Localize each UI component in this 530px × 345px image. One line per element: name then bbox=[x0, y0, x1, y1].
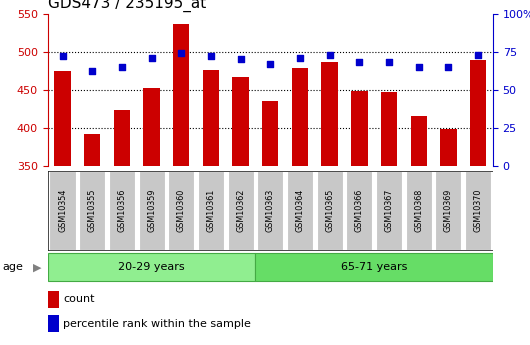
Bar bbox=[376, 171, 402, 250]
Text: GSM10367: GSM10367 bbox=[385, 189, 393, 232]
Bar bbox=[316, 171, 343, 250]
Bar bbox=[405, 171, 432, 250]
Bar bbox=[351, 91, 367, 166]
Bar bbox=[109, 171, 135, 250]
Bar bbox=[173, 24, 189, 166]
Text: GSM10364: GSM10364 bbox=[296, 189, 304, 232]
Bar bbox=[48, 315, 59, 332]
Bar bbox=[262, 101, 278, 166]
Bar bbox=[84, 134, 100, 166]
Text: GSM10360: GSM10360 bbox=[177, 189, 186, 232]
Text: GSM10363: GSM10363 bbox=[266, 189, 275, 232]
Point bbox=[355, 60, 364, 65]
Text: GSM10365: GSM10365 bbox=[325, 189, 334, 232]
Point bbox=[325, 52, 334, 58]
Bar bbox=[346, 171, 373, 250]
Point bbox=[414, 64, 423, 70]
Bar bbox=[203, 70, 219, 166]
Text: GSM10366: GSM10366 bbox=[355, 189, 364, 232]
Bar bbox=[48, 253, 255, 282]
Bar bbox=[144, 88, 160, 166]
Bar bbox=[435, 171, 462, 250]
Text: GSM10359: GSM10359 bbox=[147, 189, 156, 232]
Text: ▶: ▶ bbox=[33, 263, 41, 272]
Bar bbox=[470, 60, 486, 166]
Point bbox=[177, 50, 186, 56]
Bar bbox=[381, 92, 397, 166]
Text: 20-29 years: 20-29 years bbox=[118, 263, 185, 272]
Point bbox=[58, 53, 67, 59]
Point bbox=[207, 53, 215, 59]
Bar bbox=[79, 171, 105, 250]
Bar bbox=[49, 171, 76, 250]
Bar bbox=[411, 116, 427, 166]
Text: GSM10361: GSM10361 bbox=[207, 189, 215, 232]
Text: percentile rank within the sample: percentile rank within the sample bbox=[63, 318, 251, 328]
Bar bbox=[227, 171, 254, 250]
Bar bbox=[114, 110, 130, 166]
Text: GSM10354: GSM10354 bbox=[58, 189, 67, 232]
Bar bbox=[55, 71, 70, 166]
Point bbox=[147, 55, 156, 61]
Bar bbox=[292, 68, 308, 166]
Bar bbox=[255, 253, 493, 282]
Bar bbox=[287, 171, 313, 250]
Bar bbox=[322, 62, 338, 166]
Text: 65-71 years: 65-71 years bbox=[341, 263, 408, 272]
Text: GSM10355: GSM10355 bbox=[88, 189, 96, 232]
Point bbox=[118, 64, 126, 70]
Text: GSM10369: GSM10369 bbox=[444, 189, 453, 232]
Text: age: age bbox=[3, 263, 23, 272]
Bar bbox=[168, 171, 195, 250]
Bar bbox=[257, 171, 284, 250]
Point bbox=[296, 55, 304, 61]
Point bbox=[385, 60, 393, 65]
Text: count: count bbox=[63, 294, 95, 304]
Text: GSM10370: GSM10370 bbox=[474, 189, 482, 232]
Point bbox=[474, 52, 482, 58]
Text: GDS473 / 235195_at: GDS473 / 235195_at bbox=[48, 0, 206, 12]
Text: GSM10356: GSM10356 bbox=[118, 189, 126, 232]
Point bbox=[266, 61, 275, 67]
Bar bbox=[465, 171, 491, 250]
Bar bbox=[440, 129, 456, 166]
Text: GSM10368: GSM10368 bbox=[414, 189, 423, 232]
Bar bbox=[138, 171, 165, 250]
Bar bbox=[48, 291, 59, 308]
Point bbox=[444, 64, 453, 70]
Point bbox=[236, 57, 245, 62]
Text: GSM10362: GSM10362 bbox=[236, 189, 245, 232]
Bar bbox=[198, 171, 224, 250]
Point bbox=[88, 69, 96, 74]
Bar bbox=[233, 77, 249, 166]
